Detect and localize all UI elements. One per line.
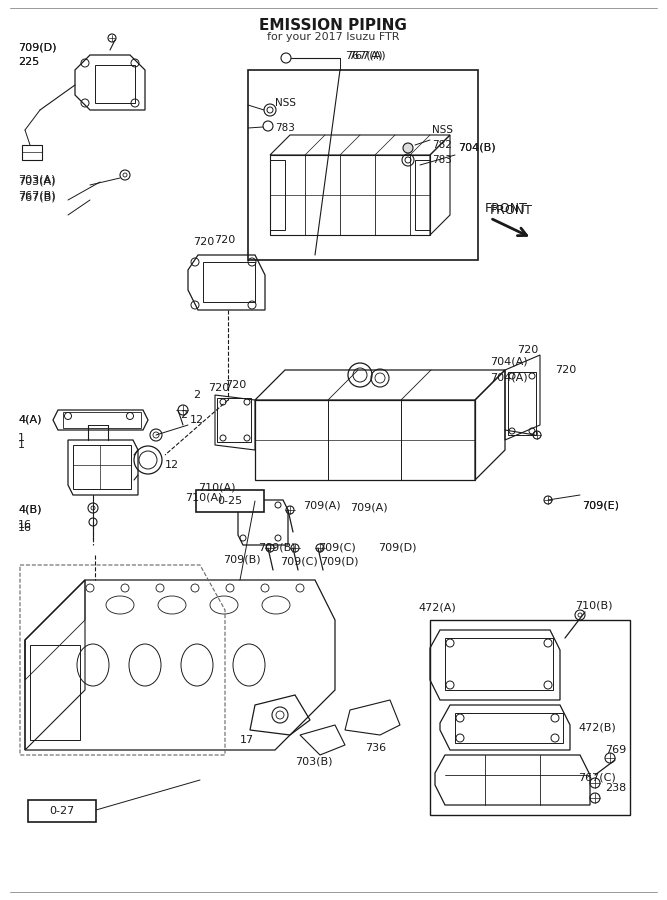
Text: EMISSION PIPING: EMISSION PIPING [259, 18, 407, 33]
Bar [430, 620, 630, 815]
Text: 709(E): 709(E) [582, 500, 619, 510]
Text: 704(A): 704(A) [490, 357, 528, 367]
Text: 703(A): 703(A) [18, 175, 55, 185]
Text: 704(A): 704(A) [490, 373, 528, 383]
Text: FRONT: FRONT [490, 203, 533, 217]
Bar [455, 713, 563, 743]
Bar [95, 65, 135, 103]
Text: 225: 225 [18, 57, 39, 67]
Text: 709(B): 709(B) [258, 543, 295, 553]
Text: 769: 769 [605, 745, 626, 755]
Text: 709(A): 709(A) [350, 503, 388, 513]
Text: 783: 783 [275, 123, 295, 133]
Text: 4(A): 4(A) [18, 415, 41, 425]
Text: 783: 783 [432, 155, 452, 165]
Bar [22, 145, 42, 160]
Text: NSS: NSS [275, 98, 296, 108]
Text: 703(B): 703(B) [295, 757, 333, 767]
Text: 1: 1 [18, 433, 25, 443]
Text: 709(D): 709(D) [320, 557, 358, 567]
Text: 767(A): 767(A) [345, 50, 383, 60]
Text: 782: 782 [432, 140, 452, 150]
Text: 767(B): 767(B) [18, 191, 55, 201]
Bar [445, 638, 553, 690]
Text: 16: 16 [18, 520, 32, 530]
Text: 709(D): 709(D) [18, 43, 57, 53]
Text: 720: 720 [193, 237, 214, 247]
Text: 709(C): 709(C) [280, 557, 317, 567]
Text: 767(A): 767(A) [348, 50, 386, 60]
Text: 709(D): 709(D) [18, 43, 57, 53]
Text: 720: 720 [225, 380, 246, 390]
Text: 709(A): 709(A) [303, 500, 341, 510]
Text: 709(B): 709(B) [223, 555, 261, 565]
Circle shape [403, 143, 413, 153]
Text: 0-27: 0-27 [49, 806, 75, 816]
Bar [508, 372, 536, 435]
Bar [203, 262, 255, 302]
Text: 736: 736 [365, 743, 386, 753]
Bar [28, 800, 96, 822]
Bar [30, 645, 80, 740]
Text: 709(D): 709(D) [378, 543, 416, 553]
Bar [217, 398, 251, 442]
Bar [248, 70, 478, 260]
Text: 2: 2 [193, 390, 200, 400]
Text: 0-25: 0-25 [217, 496, 243, 506]
Bar [196, 490, 264, 512]
Bar [73, 445, 131, 489]
Text: 225: 225 [18, 57, 39, 67]
Text: 4(A): 4(A) [18, 415, 41, 425]
Text: 710(B): 710(B) [575, 600, 612, 610]
Text: 767(B): 767(B) [18, 193, 55, 203]
Text: 4(B): 4(B) [18, 505, 41, 515]
Text: 709(C): 709(C) [318, 543, 356, 553]
Text: 472(A): 472(A) [418, 603, 456, 613]
Text: 703(A): 703(A) [18, 177, 55, 187]
Text: 1: 1 [18, 440, 25, 450]
Text: 720: 720 [555, 365, 576, 375]
Text: 238: 238 [605, 783, 626, 793]
Text: 767(C): 767(C) [578, 773, 616, 783]
Bar [415, 160, 430, 230]
Text: 472(B): 472(B) [578, 723, 616, 733]
Text: 704(B): 704(B) [458, 143, 496, 153]
Text: 12: 12 [190, 415, 204, 425]
Text: 720: 720 [214, 235, 235, 245]
Bar [63, 412, 141, 428]
Text: 16: 16 [18, 523, 32, 533]
Text: 710(A): 710(A) [185, 493, 223, 503]
Text: 12: 12 [165, 460, 179, 470]
Text: 710(A): 710(A) [198, 483, 235, 493]
Text: 17: 17 [240, 735, 254, 745]
Text: 709(E): 709(E) [582, 500, 619, 510]
Text: 704(B): 704(B) [458, 143, 496, 153]
Bar [270, 160, 285, 230]
Text: 4(B): 4(B) [18, 505, 41, 515]
Text: 720: 720 [517, 345, 538, 355]
Text: 2: 2 [180, 410, 187, 420]
Text: 720: 720 [208, 383, 229, 393]
Text: NSS: NSS [432, 125, 453, 135]
Text: FRONT: FRONT [485, 202, 528, 214]
Text: for your 2017 Isuzu FTR: for your 2017 Isuzu FTR [267, 32, 400, 42]
